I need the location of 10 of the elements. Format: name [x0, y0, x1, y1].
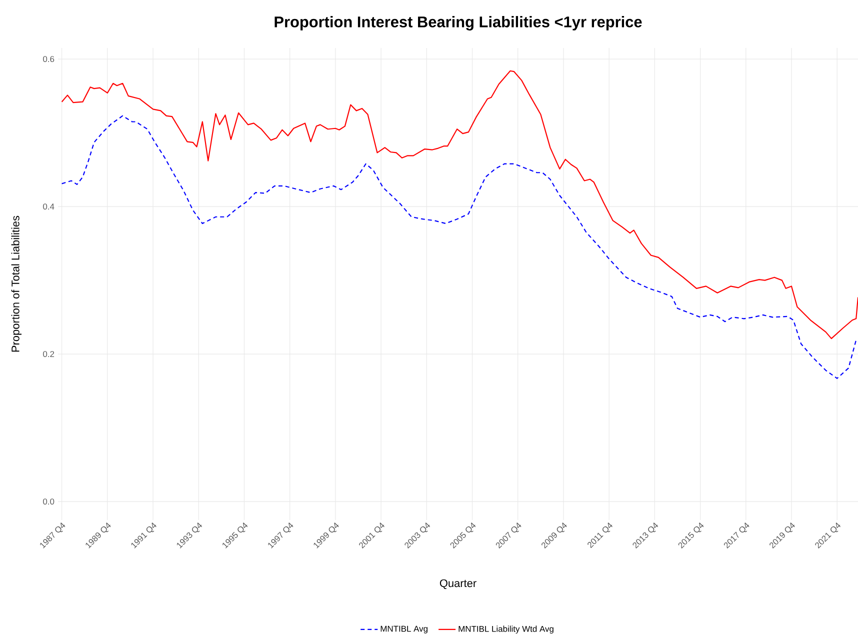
- legend-label: MNTIBL Liability Wtd Avg: [458, 626, 554, 634]
- y-tick-label: 0.4: [43, 204, 54, 210]
- legend-label: MNTIBL Avg: [380, 626, 428, 634]
- chart-title: Proportion Interest Bearing Liabilities <1yr reprice: [274, 16, 642, 30]
- y-tick-label: 0.2: [43, 351, 54, 358]
- y-axis-title: Proportion of Total Liabilities: [11, 216, 22, 352]
- y-tick-label: 0.6: [43, 56, 54, 62]
- x-axis-title: Quarter: [440, 579, 476, 590]
- line-series: [61, 115, 857, 379]
- y-tick-label: 0.0: [43, 498, 54, 505]
